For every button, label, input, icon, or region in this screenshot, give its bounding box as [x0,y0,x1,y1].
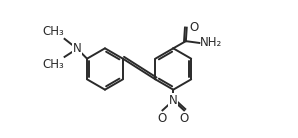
Text: O: O [158,112,167,125]
Text: O: O [189,21,198,34]
Text: CH₃: CH₃ [42,58,64,71]
Text: N: N [73,42,82,55]
Text: N: N [169,94,178,107]
Text: CH₃: CH₃ [42,25,64,38]
Text: NH₂: NH₂ [200,36,223,49]
Text: O: O [179,112,189,125]
